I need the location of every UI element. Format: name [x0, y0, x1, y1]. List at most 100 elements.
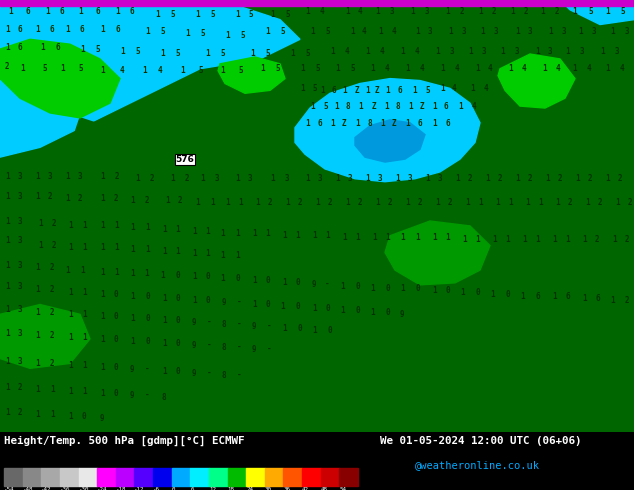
- Text: 6: 6: [18, 25, 23, 34]
- Text: 1: 1: [480, 27, 484, 36]
- Text: 9: 9: [312, 280, 316, 290]
- Text: -18: -18: [116, 487, 126, 490]
- Text: 1: 1: [440, 84, 444, 93]
- Text: 0: 0: [145, 337, 150, 346]
- Text: 1: 1: [458, 101, 463, 111]
- Text: 1: 1: [270, 174, 275, 183]
- Text: 42: 42: [302, 487, 309, 490]
- Text: 4: 4: [120, 66, 125, 75]
- Text: 1: 1: [68, 388, 73, 396]
- Text: 6: 6: [60, 7, 65, 16]
- Text: 1: 1: [410, 7, 415, 16]
- Text: 3: 3: [48, 172, 53, 181]
- Text: 1: 1: [5, 384, 10, 392]
- Polygon shape: [0, 0, 634, 432]
- Text: 1: 1: [365, 47, 370, 55]
- Text: 0: 0: [206, 296, 210, 305]
- Text: 1: 1: [475, 64, 480, 74]
- Text: 1: 1: [340, 306, 345, 315]
- Text: 1: 1: [545, 174, 550, 183]
- Text: 5: 5: [325, 27, 330, 36]
- Text: 4: 4: [158, 66, 163, 75]
- Text: 5: 5: [175, 49, 179, 57]
- Text: 5: 5: [42, 64, 47, 74]
- Bar: [190, 468, 209, 486]
- Text: 4: 4: [392, 27, 397, 36]
- Text: 0: 0: [205, 272, 210, 281]
- Text: 1: 1: [205, 249, 210, 258]
- Text: 1: 1: [5, 282, 10, 292]
- Text: Height/Temp. 500 hPa [gdmp][°C] ECMWF: Height/Temp. 500 hPa [gdmp][°C] ECMWF: [4, 436, 245, 446]
- Text: 2: 2: [114, 194, 119, 203]
- Text: 1: 1: [114, 243, 119, 252]
- Polygon shape: [0, 0, 300, 157]
- Text: 1: 1: [82, 388, 87, 396]
- Text: 1: 1: [192, 296, 197, 305]
- Text: 0: 0: [82, 412, 87, 421]
- Text: 2: 2: [460, 7, 465, 16]
- Text: 1: 1: [220, 66, 224, 75]
- Text: 0: 0: [325, 304, 330, 313]
- Text: 5: 5: [425, 86, 430, 95]
- Text: 0: 0: [114, 290, 119, 299]
- Text: 1: 1: [165, 196, 170, 205]
- Text: 1: 1: [400, 233, 404, 242]
- Text: 0: 0: [175, 270, 179, 279]
- Text: 1: 1: [365, 174, 370, 183]
- Text: 1: 1: [280, 302, 285, 311]
- Text: 2: 2: [150, 174, 155, 183]
- Text: 1: 1: [432, 286, 437, 295]
- Text: 4: 4: [452, 84, 456, 93]
- Text: 24: 24: [246, 487, 253, 490]
- Text: Z: Z: [355, 86, 359, 95]
- Text: 48: 48: [321, 487, 328, 490]
- Text: -6: -6: [153, 487, 160, 490]
- Text: 1: 1: [40, 43, 44, 51]
- Text: 0: 0: [176, 367, 181, 376]
- Text: 1: 1: [605, 7, 610, 16]
- Text: 1: 1: [315, 198, 320, 207]
- Bar: [339, 468, 358, 486]
- Text: 1: 1: [35, 263, 39, 271]
- Text: 3: 3: [215, 174, 219, 183]
- Bar: [265, 468, 283, 486]
- Text: 1: 1: [542, 64, 547, 74]
- Text: 5: 5: [78, 64, 82, 74]
- Text: 1: 1: [5, 305, 10, 314]
- Text: 0: 0: [505, 290, 510, 299]
- Text: 1: 1: [260, 64, 264, 74]
- Text: 2: 2: [418, 198, 423, 207]
- Text: 1: 1: [535, 47, 540, 55]
- Text: 2: 2: [448, 198, 453, 207]
- Text: 3: 3: [548, 47, 553, 55]
- Text: 1: 1: [455, 174, 460, 183]
- Text: 1: 1: [65, 172, 70, 181]
- Text: 1: 1: [440, 64, 444, 74]
- Text: 1: 1: [5, 236, 10, 245]
- Text: 1: 1: [145, 27, 150, 36]
- Text: 5: 5: [315, 64, 320, 74]
- Text: 1: 1: [35, 172, 39, 181]
- Text: 1: 1: [468, 47, 472, 55]
- Text: 1: 1: [384, 101, 389, 111]
- Text: 1: 1: [192, 227, 197, 236]
- Text: 1: 1: [235, 10, 240, 19]
- Text: 1: 1: [290, 49, 295, 57]
- Text: 5: 5: [588, 7, 593, 16]
- Text: 6: 6: [444, 101, 449, 111]
- Text: 1: 1: [305, 119, 309, 128]
- Text: 1: 1: [582, 294, 586, 303]
- Text: 3: 3: [378, 174, 383, 183]
- Text: -: -: [325, 280, 330, 290]
- Text: 1: 1: [575, 174, 579, 183]
- Text: 576: 576: [176, 155, 195, 164]
- Text: -: -: [267, 321, 271, 331]
- Text: 4: 4: [385, 64, 390, 74]
- Text: 1: 1: [372, 233, 377, 242]
- Text: 4: 4: [620, 64, 624, 74]
- Text: 1: 1: [572, 64, 577, 74]
- Text: 1: 1: [100, 25, 105, 34]
- Polygon shape: [0, 39, 120, 118]
- Text: 1: 1: [235, 251, 240, 260]
- Text: 6: 6: [318, 119, 323, 128]
